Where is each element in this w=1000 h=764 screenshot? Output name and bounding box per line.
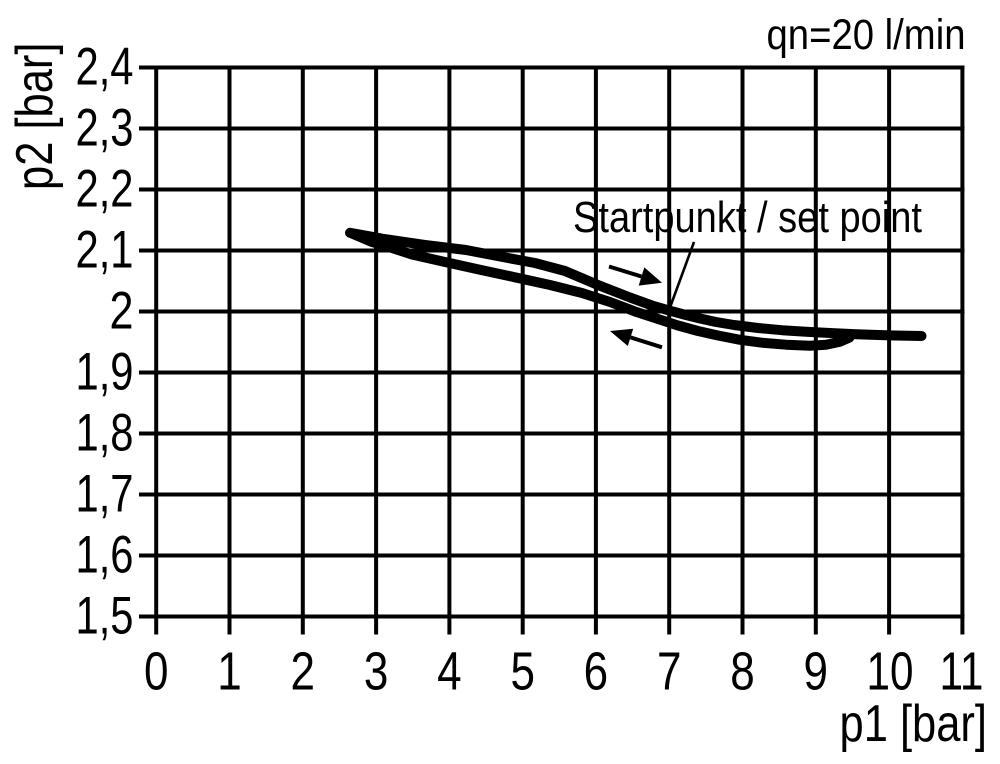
svg-text:2,2: 2,2: [76, 160, 134, 219]
svg-text:Startpunkt / set point: Startpunkt / set point: [573, 194, 922, 242]
svg-text:6: 6: [584, 642, 609, 702]
svg-text:9: 9: [804, 642, 829, 702]
svg-text:2,1: 2,1: [76, 221, 134, 280]
svg-text:2: 2: [110, 282, 134, 341]
svg-text:qn=20 l/min: qn=20 l/min: [767, 11, 966, 59]
svg-text:p2 [bar]: p2 [bar]: [5, 43, 63, 191]
svg-text:11: 11: [940, 642, 984, 702]
svg-text:8: 8: [730, 642, 755, 702]
svg-text:2,4: 2,4: [76, 38, 134, 97]
svg-text:10: 10: [867, 642, 914, 702]
svg-text:1,9: 1,9: [76, 343, 134, 402]
svg-text:4: 4: [437, 642, 462, 702]
svg-text:2: 2: [291, 642, 316, 702]
svg-text:1,5: 1,5: [76, 587, 134, 646]
svg-text:2,3: 2,3: [76, 99, 134, 158]
svg-text:1: 1: [217, 642, 242, 702]
svg-text:1,6: 1,6: [76, 526, 134, 585]
svg-text:0: 0: [144, 642, 169, 702]
svg-text:5: 5: [510, 642, 535, 702]
svg-text:3: 3: [364, 642, 389, 702]
svg-text:1,7: 1,7: [76, 465, 134, 524]
svg-text:1,8: 1,8: [76, 404, 134, 463]
svg-text:p1 [bar]: p1 [bar]: [840, 694, 988, 752]
svg-text:7: 7: [657, 642, 682, 702]
